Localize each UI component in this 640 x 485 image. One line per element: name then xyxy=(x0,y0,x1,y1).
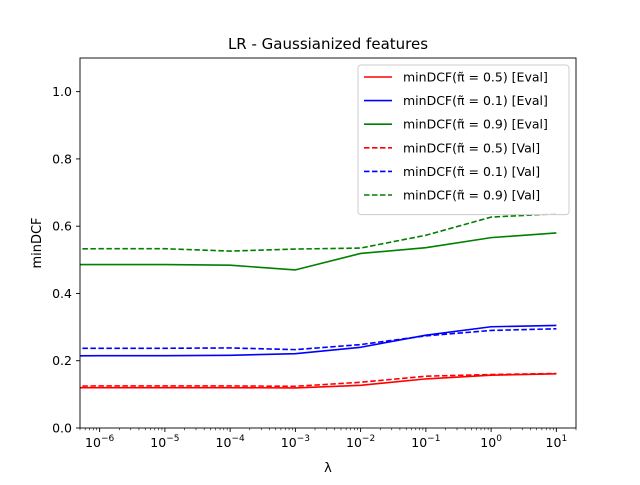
x-tick-label: 10−5 xyxy=(150,434,179,450)
y-tick-label: 0.8 xyxy=(52,151,72,166)
series-lines xyxy=(80,212,557,389)
legend-label: minDCF(π̃ = 0.5) [Eval] xyxy=(403,70,548,85)
series-line-6 xyxy=(80,212,557,252)
legend-label: minDCF(π̃ = 0.9) [Eval] xyxy=(403,117,548,132)
legend-label: minDCF(π̃ = 0.5) [Val] xyxy=(403,140,540,155)
y-tick-label: 1.0 xyxy=(52,84,72,99)
legend-label: minDCF(π̃ = 0.1) [Val] xyxy=(403,164,540,179)
x-tick-label: 10−6 xyxy=(85,434,114,450)
x-axis-label: λ xyxy=(324,461,332,476)
plot-frame xyxy=(79,57,577,429)
y-tick-label: 0.6 xyxy=(52,219,72,234)
legend: minDCF(π̃ = 0.5) [Eval] minDCF(π̃ = 0.1) … xyxy=(357,64,570,216)
legend-label: minDCF(π̃ = 0.9) [Val] xyxy=(403,188,540,203)
legend-box xyxy=(357,64,570,216)
x-tick-label: 10−3 xyxy=(281,434,310,450)
axes: 0.0 0.2 0.4 0.6 0.8 1.0 10−6 10−5 10−4 10−3 10−2 10… xyxy=(52,57,577,450)
legend-label: minDCF(π̃ = 0.1) [Eval] xyxy=(403,93,548,108)
series-line-5 xyxy=(80,327,557,351)
x-tick-label: 10−4 xyxy=(216,434,245,450)
x-tick-label: 101 xyxy=(546,434,568,450)
y-axis-label: minDCF xyxy=(30,217,45,268)
x-tick-label: 100 xyxy=(480,434,502,450)
series-line-3 xyxy=(80,232,557,271)
x-tick-label: 10−2 xyxy=(346,434,375,450)
y-tick-label: 0.4 xyxy=(52,286,72,301)
y-tick-label: 0.0 xyxy=(52,421,72,436)
series-line-2 xyxy=(80,324,557,357)
series-line-4 xyxy=(80,372,557,388)
x-tick-label: 10−1 xyxy=(411,434,440,450)
y-tick-label: 0.2 xyxy=(52,353,72,368)
series-line-1 xyxy=(80,373,557,389)
chart-title: LR - Gaussianized features xyxy=(228,35,428,53)
